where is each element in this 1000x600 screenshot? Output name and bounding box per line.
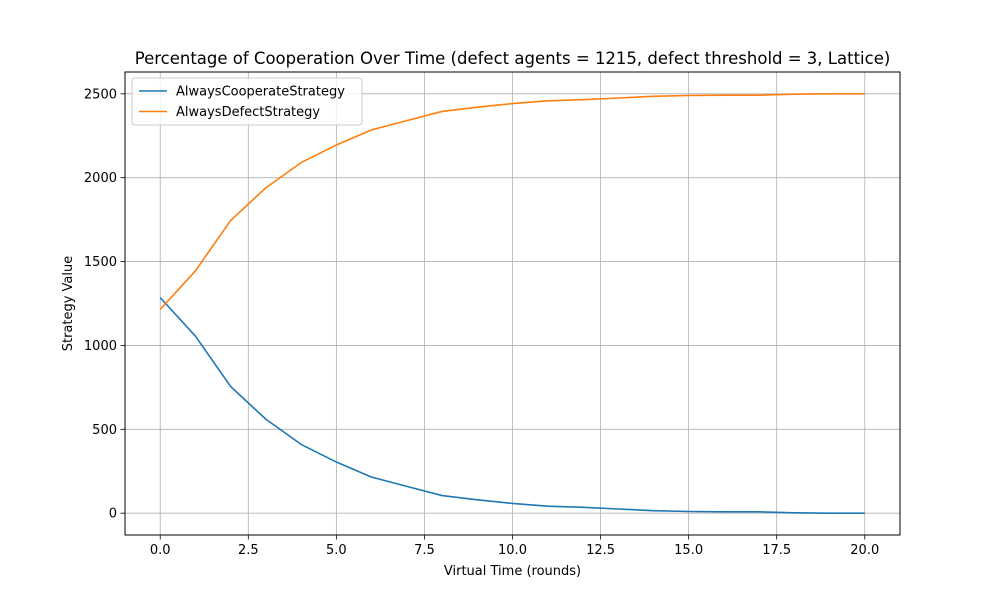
x-tick-label: 5.0 (326, 543, 347, 558)
x-tick-label: 20.0 (850, 543, 879, 558)
series-line-AlwaysCooperateStrategy (159, 297, 865, 514)
x-tick-label: 12.5 (586, 543, 615, 558)
x-tick-label: 10.0 (498, 543, 527, 558)
legend-box (131, 77, 363, 126)
y-tick-label: 2000 (84, 171, 117, 186)
y-axis-label: Strategy Value (61, 256, 76, 352)
series-lines (159, 93, 865, 514)
series-line-AlwaysDefectStrategy (159, 93, 865, 310)
axis-ticks: 0.0 2.5 5.0 7.5 10.0 12.5 15.0 17.5 20.0 0 500 1000… (84, 87, 879, 558)
legend-label: AlwaysDefectStrategy (176, 105, 320, 120)
x-tick-label: 17.5 (762, 543, 791, 558)
y-tick-label: 1000 (84, 339, 117, 354)
grid (125, 72, 900, 535)
legend: AlwaysCooperateStrategy AlwaysDefectStrat… (131, 77, 363, 126)
y-tick-label: 1500 (84, 255, 117, 270)
x-axis-label: Virtual Time (rounds) (444, 564, 581, 579)
x-tick-label: 7.5 (414, 543, 435, 558)
x-tick-label: 2.5 (238, 543, 259, 558)
x-tick-label: 15.0 (674, 543, 703, 558)
x-tick-label: 0.0 (150, 543, 171, 558)
y-tick-label: 0 (109, 507, 117, 522)
chart-title: Percentage of Cooperation Over Time (def… (135, 49, 891, 68)
y-tick-label: 2500 (84, 87, 117, 102)
legend-label: AlwaysCooperateStrategy (176, 85, 345, 100)
y-tick-label: 500 (92, 423, 117, 438)
